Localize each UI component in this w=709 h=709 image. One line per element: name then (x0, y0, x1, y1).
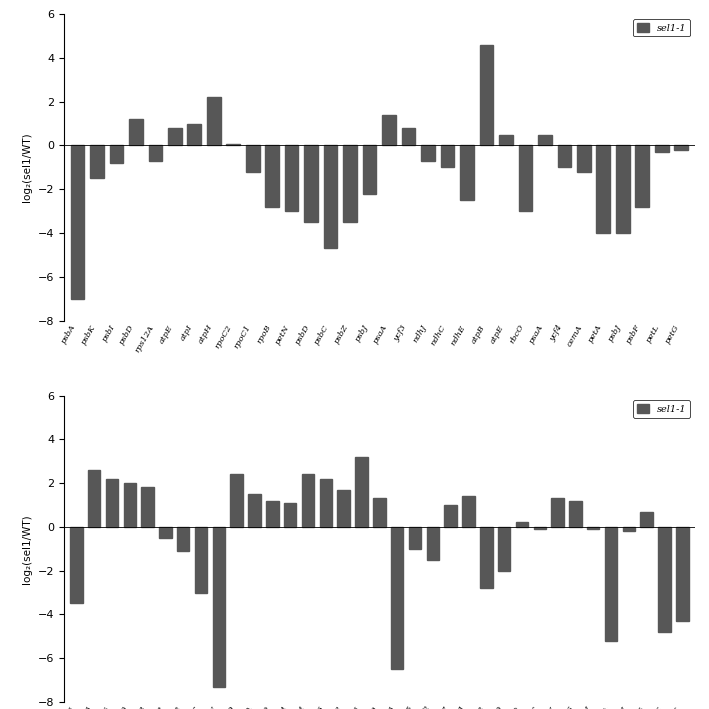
Bar (569, 501, 581, 527)
Bar (421, 145, 435, 161)
Bar (623, 527, 635, 531)
Bar (427, 527, 439, 559)
Bar (110, 145, 123, 163)
Legend: sel1-1: sel1-1 (633, 19, 690, 36)
Bar (266, 501, 279, 527)
Bar (518, 145, 532, 211)
Bar (230, 474, 243, 527)
Bar (187, 123, 201, 145)
Bar (596, 145, 610, 233)
Y-axis label: log₂(sel1/WT): log₂(sel1/WT) (22, 514, 32, 584)
Bar (90, 145, 104, 178)
Bar (480, 527, 493, 588)
Bar (195, 527, 207, 593)
Bar (168, 128, 182, 145)
Bar (129, 119, 143, 145)
Bar (676, 527, 688, 621)
Bar (285, 145, 298, 211)
Bar (499, 135, 513, 145)
Bar (70, 527, 82, 603)
Bar (248, 494, 261, 527)
Bar (498, 527, 510, 571)
Bar (246, 145, 259, 172)
Bar (616, 145, 630, 233)
Bar (462, 496, 475, 527)
Bar (343, 145, 357, 222)
Bar (355, 457, 368, 527)
Y-axis label: log₂(sel1/WT): log₂(sel1/WT) (22, 133, 32, 202)
Bar (363, 145, 376, 194)
Bar (640, 512, 653, 527)
Bar (177, 527, 189, 551)
Bar (674, 145, 688, 150)
Bar (635, 145, 649, 207)
Bar (538, 135, 552, 145)
Bar (337, 490, 350, 527)
Bar (284, 503, 296, 527)
Bar (533, 527, 546, 529)
Bar (445, 505, 457, 527)
Bar (304, 145, 318, 222)
Bar (148, 145, 162, 161)
Bar (577, 145, 591, 172)
Bar (320, 479, 332, 527)
Bar (106, 479, 118, 527)
Bar (552, 498, 564, 527)
Bar (441, 145, 454, 167)
Bar (408, 527, 421, 549)
Bar (479, 45, 493, 145)
Bar (207, 97, 220, 145)
Bar (391, 527, 403, 669)
Bar (160, 527, 172, 538)
Bar (71, 145, 84, 298)
Bar (655, 145, 669, 152)
Bar (324, 145, 337, 248)
Bar (658, 527, 671, 632)
Bar (557, 145, 571, 167)
Bar (88, 470, 101, 527)
Bar (373, 498, 386, 527)
Bar (382, 115, 396, 145)
Bar (605, 527, 618, 641)
Bar (213, 527, 225, 686)
Bar (302, 474, 314, 527)
Bar (460, 145, 474, 200)
Legend: sel1-1: sel1-1 (633, 401, 690, 418)
Bar (402, 128, 415, 145)
Bar (587, 527, 599, 529)
Bar (265, 145, 279, 207)
Bar (515, 523, 528, 527)
Bar (123, 483, 136, 527)
Bar (141, 488, 154, 527)
